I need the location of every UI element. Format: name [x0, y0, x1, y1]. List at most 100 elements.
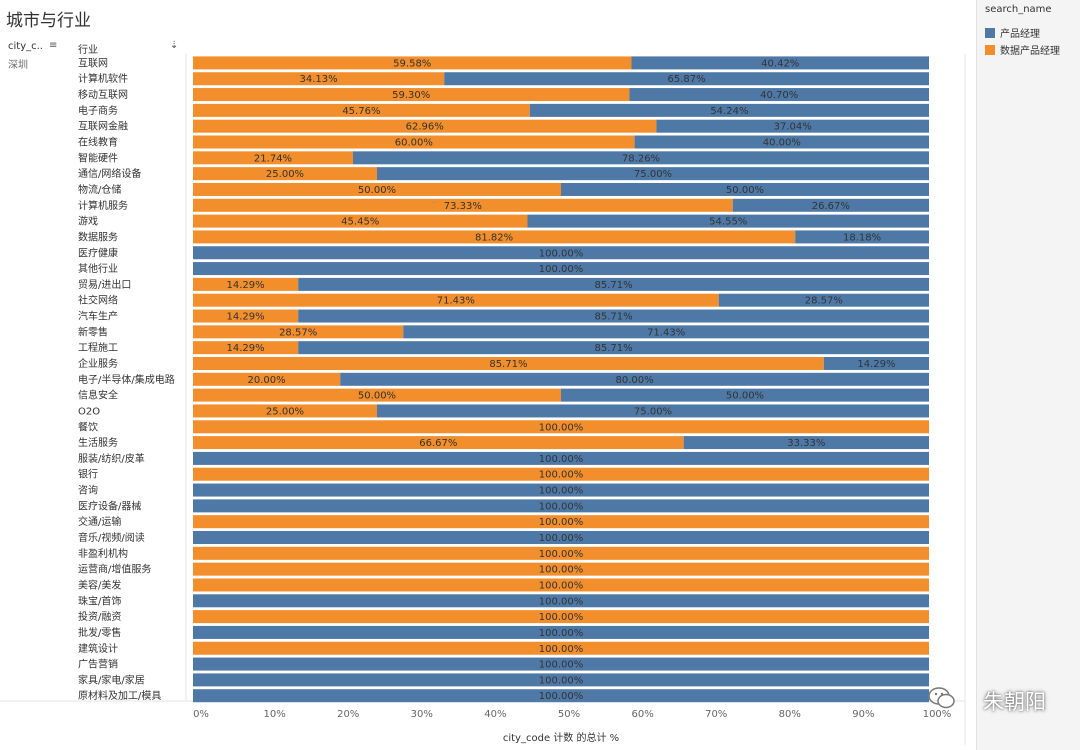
data-label: 65.87%: [668, 74, 706, 85]
bar-segment: [193, 404, 377, 418]
category-label: 医疗健康: [78, 246, 118, 259]
data-label: 100.00%: [539, 533, 584, 544]
bar-segment: [193, 72, 445, 86]
data-label: 45.45%: [341, 217, 379, 228]
bar-segment: [795, 230, 929, 244]
category-label: 互联网: [78, 57, 108, 69]
data-label: 100.00%: [539, 612, 584, 623]
watermark: 朱朝阳: [983, 690, 1046, 714]
category-label: 工程施工: [78, 341, 118, 354]
data-label: 100.00%: [539, 264, 584, 275]
data-label: 28.57%: [805, 296, 843, 307]
data-label: 80.00%: [616, 375, 654, 386]
bar-segment: [193, 167, 377, 181]
bar-segment: [193, 673, 929, 687]
category-label: 其他行业: [78, 262, 118, 275]
bar-segment: [193, 641, 929, 655]
category-label: 智能硬件: [78, 151, 118, 164]
city-column-header[interactable]: city_c..: [8, 41, 43, 52]
bar-segment: [298, 277, 929, 291]
legend-title: search_name: [985, 4, 1052, 15]
category-label: 运营商/增值服务: [78, 563, 151, 576]
x-tick-label: 10%: [263, 709, 285, 720]
bar-segment: [193, 341, 299, 355]
bar-segment: [193, 56, 632, 70]
category-label: 电子商务: [78, 104, 118, 117]
data-label: 100.00%: [539, 596, 584, 607]
bar-segment: [527, 214, 929, 228]
city-value: 深圳: [8, 60, 28, 71]
category-label: 企业服务: [78, 357, 118, 370]
data-label: 14.29%: [227, 280, 265, 291]
data-label: 73.33%: [444, 201, 482, 212]
x-tick-label: 20%: [337, 709, 359, 720]
sort-descending-icon[interactable]: ⇣: [170, 40, 179, 51]
category-label: 投资/融资: [78, 610, 121, 623]
data-label: 14.29%: [857, 359, 895, 370]
bar-segment: [340, 372, 929, 386]
data-label: 40.70%: [760, 90, 798, 101]
bar-segment: [193, 578, 929, 592]
bar-segment: [193, 262, 929, 276]
data-label: 25.00%: [266, 169, 304, 180]
bar-segment: [193, 420, 929, 434]
data-label: 60.00%: [395, 138, 433, 149]
data-label: 50.00%: [358, 185, 396, 196]
data-label: 59.58%: [393, 58, 431, 69]
category-label: 医疗设备/器械: [78, 499, 141, 512]
data-label: 28.57%: [279, 327, 317, 338]
category-label: 建筑设计: [78, 642, 118, 655]
bar-segment: [529, 103, 929, 117]
data-label: 100.00%: [539, 549, 584, 560]
bar-segment: [193, 119, 657, 133]
data-label: 100.00%: [539, 660, 584, 671]
data-label: 50.00%: [358, 391, 396, 402]
bar-segment: [193, 515, 929, 529]
bar-segment: [634, 135, 929, 149]
bar-segment: [193, 436, 684, 450]
bar-segment: [298, 309, 929, 323]
category-label: 物流/仓储: [78, 183, 121, 196]
bar-segment: [193, 356, 824, 370]
bar-segment: [193, 198, 733, 212]
category-label: 在线教育: [78, 136, 118, 149]
data-label: 26.67%: [812, 201, 850, 212]
data-label: 71.43%: [437, 296, 475, 307]
sort-icon[interactable]: ≡: [49, 40, 58, 51]
bar-segment: [193, 562, 929, 576]
legend-item-product-manager[interactable]: 产品经理: [985, 25, 1040, 40]
data-label: 100.00%: [539, 691, 584, 702]
bar-segment: [656, 119, 929, 133]
legend-panel: search_name 产品经理 数据产品经理: [976, 0, 1080, 750]
x-tick-label: 60%: [631, 709, 653, 720]
data-label: 100.00%: [539, 470, 584, 481]
bar-segment: [403, 325, 929, 339]
industry-column-header[interactable]: 行业: [78, 45, 98, 56]
data-label: 66.67%: [419, 438, 457, 449]
bar-segment: [377, 404, 929, 418]
category-label: 美容/美发: [78, 578, 121, 591]
bar-segment: [193, 103, 530, 117]
wechat-icon: [928, 687, 955, 709]
data-label: 54.24%: [710, 106, 748, 117]
category-label: 计算机软件: [78, 72, 128, 85]
data-label: 20.00%: [248, 375, 286, 386]
bar-segment: [193, 467, 929, 481]
category-label: 非盈利机构: [78, 547, 128, 560]
data-label: 71.43%: [647, 327, 685, 338]
data-label: 100.00%: [539, 517, 584, 528]
x-tick-label: 80%: [779, 709, 801, 720]
bar-segment: [193, 88, 630, 102]
bar-segment: [718, 293, 929, 307]
category-label: 批发/零售: [78, 626, 121, 639]
data-label: 100.00%: [539, 501, 584, 512]
data-label: 85.71%: [595, 280, 633, 291]
bar-segment: [444, 72, 929, 86]
bar-segment: [298, 341, 929, 355]
legend-item-data-product-manager[interactable]: 数据产品经理: [985, 42, 1060, 57]
bar-segment: [193, 594, 929, 608]
x-axis-title: city_code 计数 的总计 %: [502, 733, 620, 744]
data-label: 54.55%: [709, 217, 747, 228]
bar-segment: [193, 483, 929, 497]
bar-segment: [193, 610, 929, 624]
